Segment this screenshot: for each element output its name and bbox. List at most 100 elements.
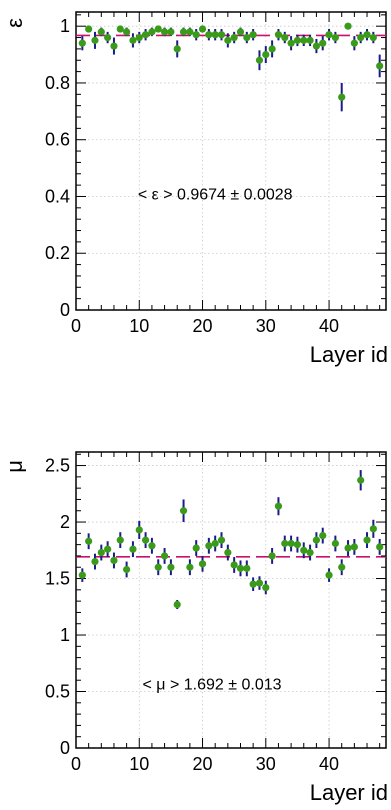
multiplicity-data-point — [173, 600, 181, 609]
multiplicity-data-point — [224, 548, 232, 557]
multiplicity-data-point — [135, 526, 143, 534]
multiplicity-data-point — [116, 536, 124, 544]
multiplicity-y-axis: 0 0.5 1 1.5 2 2.5 — [45, 453, 386, 758]
multiplicity-y-axis-title: μ — [2, 460, 27, 473]
efficiency-data-point — [141, 31, 150, 39]
efficiency-data-point — [274, 31, 283, 39]
efficiency-data-point — [78, 39, 86, 47]
multiplicity-panel: 0 10 20 30 40 0 0.5 1 1.5 2 2.5 < μ > 1.692 ± 0.0… — [2, 451, 388, 805]
efficiency-panel: 0 10 20 30 40 0 0.2 0.4 0.6 0.8 1 < ε > 0.9674 ± … — [2, 11, 388, 367]
efficiency-data-point — [312, 42, 321, 50]
multiplicity-data-point — [357, 476, 365, 484]
efficiency-data-point — [287, 39, 295, 47]
multiplicity-x-tick-label: 0 — [71, 754, 81, 774]
efficiency-x-tick-label: 10 — [129, 316, 149, 336]
multiplicity-data-point — [300, 546, 308, 554]
efficiency-y-tick-label: 0 — [60, 300, 70, 320]
efficiency-y-tick-label: 1 — [60, 16, 70, 36]
multiplicity-data-point — [141, 536, 150, 544]
efficiency-y-tick-label: 0.2 — [45, 243, 70, 263]
multiplicity-x-axis: 0 10 20 30 40 — [71, 452, 381, 774]
multiplicity-data-point — [179, 507, 188, 515]
efficiency-data-point — [123, 28, 131, 36]
efficiency-y-axis-title: ε — [2, 18, 27, 28]
efficiency-data-point — [192, 31, 200, 39]
efficiency-data-point — [268, 45, 276, 53]
multiplicity-data-point — [325, 571, 333, 579]
efficiency-x-tick-label: 30 — [256, 316, 276, 336]
efficiency-data-point — [236, 28, 245, 36]
efficiency-data-point — [186, 28, 194, 36]
multiplicity-x-tick-label: 30 — [256, 754, 276, 774]
multiplicity-data-point — [338, 563, 346, 571]
efficiency-data-point — [129, 36, 137, 44]
efficiency-data-point — [154, 25, 162, 33]
multiplicity-x-tick-label: 10 — [129, 754, 149, 774]
efficiency-data-point — [198, 25, 207, 33]
efficiency-y-axis: 0 0.2 0.4 0.6 0.8 1 — [45, 14, 386, 320]
multiplicity-data-point — [287, 539, 295, 548]
multiplicity-data-point — [243, 564, 251, 572]
efficiency-y-tick-label: 0.4 — [45, 186, 70, 206]
multiplicity-data-point — [104, 545, 112, 553]
multiplicity-plot-frame — [75, 451, 387, 749]
multiplicity-data-point — [129, 545, 137, 553]
multiplicity-x-axis-title: Layer id — [310, 780, 388, 805]
efficiency-data-point — [319, 39, 327, 47]
efficiency-data-point — [255, 56, 264, 64]
multiplicity-data-point — [255, 579, 264, 587]
multiplicity-y-tick-label: 1.5 — [45, 569, 70, 589]
multiplicity-data-point — [268, 552, 276, 560]
efficiency-data-point — [173, 45, 181, 53]
efficiency-data-point — [110, 42, 118, 50]
multiplicity-data-point — [293, 541, 302, 549]
efficiency-data-point — [211, 31, 219, 39]
multiplicity-data-point — [217, 536, 226, 544]
efficiency-data-point — [306, 36, 314, 44]
efficiency-data-point — [116, 25, 124, 33]
multiplicity-mean-annotation: < μ > 1.692 ± 0.013 — [143, 676, 282, 693]
multiplicity-data-point — [376, 543, 384, 551]
efficiency-data-point — [179, 28, 188, 36]
efficiency-data-point — [135, 33, 143, 42]
efficiency-data-point — [376, 62, 384, 70]
efficiency-data-points — [78, 22, 384, 112]
efficiency-plot-frame — [75, 11, 387, 311]
efficiency-data-point — [249, 31, 257, 39]
efficiency-x-tick-label: 40 — [319, 316, 339, 336]
multiplicity-data-point — [198, 560, 207, 568]
multiplicity-data-point — [306, 548, 314, 557]
efficiency-data-point — [357, 33, 365, 42]
efficiency-data-point — [369, 33, 377, 42]
efficiency-data-point — [91, 36, 99, 44]
multiplicity-data-point — [281, 539, 289, 548]
multiplicity-x-tick-label: 40 — [319, 754, 339, 774]
multiplicity-data-point — [148, 542, 156, 550]
efficiency-data-point — [281, 33, 289, 42]
efficiency-x-axis-title: Layer id — [310, 342, 388, 367]
efficiency-x-axis: 0 10 20 30 40 — [71, 12, 381, 336]
multiplicity-data-point — [85, 537, 93, 545]
multiplicity-y-tick-label: 2.5 — [45, 456, 70, 476]
multiplicity-data-point — [312, 536, 321, 544]
multiplicity-data-point — [236, 564, 245, 572]
multiplicity-data-point — [123, 565, 131, 574]
multiplicity-y-tick-label: 0 — [60, 738, 70, 758]
efficiency-data-point — [148, 28, 156, 36]
multiplicity-data-point — [192, 544, 200, 552]
efficiency-data-point — [344, 22, 352, 30]
efficiency-x-tick-label: 20 — [193, 316, 213, 336]
multiplicity-data-point — [160, 552, 169, 560]
multiplicity-data-points — [78, 470, 384, 610]
multiplicity-data-point — [331, 539, 339, 548]
efficiency-data-point — [363, 31, 371, 39]
efficiency-data-point — [338, 93, 346, 101]
multiplicity-data-point — [369, 525, 377, 533]
efficiency-data-point — [97, 28, 105, 36]
efficiency-data-point — [262, 50, 270, 59]
efficiency-x-tick-label: 0 — [71, 316, 81, 336]
multiplicity-y-tick-label: 0.5 — [45, 682, 70, 702]
multiplicity-data-point — [205, 542, 213, 550]
efficiency-data-point — [217, 31, 226, 39]
